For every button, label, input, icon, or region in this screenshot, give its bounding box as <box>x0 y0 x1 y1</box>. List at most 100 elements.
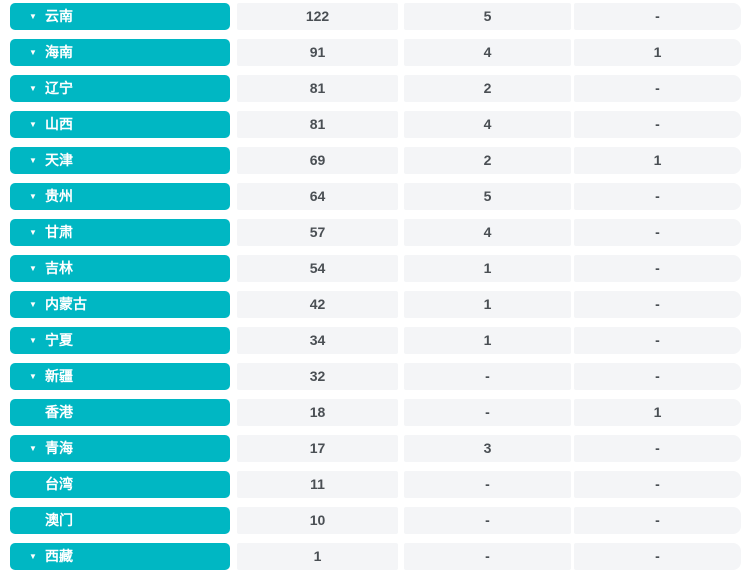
chevron-down-icon: ▼ <box>29 552 37 561</box>
table-row: ▼ 澳门 10 - - <box>0 507 750 534</box>
value-cell-2: - <box>404 543 571 570</box>
region-label: 吉林 <box>45 260 73 276</box>
value-cell-2: 1 <box>404 291 571 318</box>
region-button[interactable]: ▼ 宁夏 <box>10 327 230 354</box>
value-cell-3: 1 <box>574 147 741 174</box>
table-row: ▼ 香港 18 - 1 <box>0 399 750 426</box>
value-cell-1: 81 <box>237 75 398 102</box>
chevron-down-icon: ▼ <box>29 156 37 165</box>
value-cell-2: - <box>404 363 571 390</box>
table-row: ▼ 山西 81 4 - <box>0 111 750 138</box>
table-row: ▼ 海南 91 4 1 <box>0 39 750 66</box>
table-row: ▼ 青海 17 3 - <box>0 435 750 462</box>
region-button[interactable]: ▼ 新疆 <box>10 363 230 390</box>
region-label: 青海 <box>45 440 73 456</box>
region-label: 西藏 <box>45 548 73 564</box>
value-cell-2: 1 <box>404 327 571 354</box>
value-cell-2: - <box>404 507 571 534</box>
table-row: ▼ 贵州 64 5 - <box>0 183 750 210</box>
value-cell-1: 122 <box>237 3 398 30</box>
chevron-down-icon: ▼ <box>29 12 37 21</box>
value-cell-2: 4 <box>404 111 571 138</box>
value-cell-1: 34 <box>237 327 398 354</box>
value-cell-1: 10 <box>237 507 398 534</box>
value-cell-1: 17 <box>237 435 398 462</box>
value-cell-2: 3 <box>404 435 571 462</box>
value-cell-3: - <box>574 327 741 354</box>
region-button[interactable]: ▼ 甘肃 <box>10 219 230 246</box>
value-cell-1: 64 <box>237 183 398 210</box>
value-cell-3: 1 <box>574 399 741 426</box>
table-row: ▼ 西藏 1 - - <box>0 543 750 570</box>
value-cell-2: 2 <box>404 147 571 174</box>
value-cell-2: 4 <box>404 219 571 246</box>
value-cell-3: - <box>574 471 741 498</box>
value-cell-1: 32 <box>237 363 398 390</box>
region-label: 辽宁 <box>45 80 73 96</box>
value-cell-2: 4 <box>404 39 571 66</box>
region-button[interactable]: ▼ 内蒙古 <box>10 291 230 318</box>
chevron-down-icon: ▼ <box>29 84 37 93</box>
value-cell-3: - <box>574 219 741 246</box>
value-cell-2: 2 <box>404 75 571 102</box>
value-cell-2: 5 <box>404 3 571 30</box>
region-button[interactable]: ▼ 青海 <box>10 435 230 462</box>
value-cell-2: - <box>404 399 571 426</box>
region-button[interactable]: ▼ 西藏 <box>10 543 230 570</box>
value-cell-2: 1 <box>404 255 571 282</box>
table-row: ▼ 内蒙古 42 1 - <box>0 291 750 318</box>
region-label: 宁夏 <box>45 332 73 348</box>
region-label: 海南 <box>45 44 73 60</box>
region-label: 甘肃 <box>45 224 73 240</box>
chevron-down-icon: ▼ <box>29 336 37 345</box>
region-button[interactable]: ▼ 贵州 <box>10 183 230 210</box>
table-row: ▼ 天津 69 2 1 <box>0 147 750 174</box>
value-cell-3: - <box>574 75 741 102</box>
table-row: ▼ 宁夏 34 1 - <box>0 327 750 354</box>
region-label: 贵州 <box>45 188 73 204</box>
value-cell-3: - <box>574 435 741 462</box>
table-row: ▼ 甘肃 57 4 - <box>0 219 750 246</box>
chevron-down-icon: ▼ <box>29 264 37 273</box>
region-button[interactable]: ▼ 海南 <box>10 39 230 66</box>
table-row: ▼ 新疆 32 - - <box>0 363 750 390</box>
table-row: ▼ 云南 122 5 - <box>0 3 750 30</box>
value-cell-3: - <box>574 255 741 282</box>
region-label: 澳门 <box>45 512 73 528</box>
region-button[interactable]: ▼ 天津 <box>10 147 230 174</box>
region-button: ▼ 台湾 <box>10 471 230 498</box>
chevron-down-icon: ▼ <box>29 300 37 309</box>
value-cell-3: - <box>574 291 741 318</box>
chevron-down-icon: ▼ <box>29 192 37 201</box>
region-button[interactable]: ▼ 云南 <box>10 3 230 30</box>
value-cell-3: - <box>574 3 741 30</box>
region-label: 台湾 <box>45 476 73 492</box>
region-button[interactable]: ▼ 辽宁 <box>10 75 230 102</box>
value-cell-1: 54 <box>237 255 398 282</box>
value-cell-3: 1 <box>574 39 741 66</box>
value-cell-3: - <box>574 543 741 570</box>
region-label: 香港 <box>45 404 73 420</box>
region-label: 天津 <box>45 152 73 168</box>
value-cell-1: 1 <box>237 543 398 570</box>
value-cell-3: - <box>574 111 741 138</box>
chevron-down-icon: ▼ <box>29 372 37 381</box>
region-label: 新疆 <box>45 368 73 384</box>
region-button: ▼ 澳门 <box>10 507 230 534</box>
region-button: ▼ 香港 <box>10 399 230 426</box>
value-cell-1: 81 <box>237 111 398 138</box>
chevron-down-icon: ▼ <box>29 48 37 57</box>
value-cell-1: 42 <box>237 291 398 318</box>
value-cell-1: 69 <box>237 147 398 174</box>
value-cell-1: 91 <box>237 39 398 66</box>
value-cell-3: - <box>574 363 741 390</box>
region-label: 山西 <box>45 116 73 132</box>
region-button[interactable]: ▼ 山西 <box>10 111 230 138</box>
table-row: ▼ 吉林 54 1 - <box>0 255 750 282</box>
table-row: ▼ 辽宁 81 2 - <box>0 75 750 102</box>
region-label: 云南 <box>45 8 73 24</box>
table-row: ▼ 台湾 11 - - <box>0 471 750 498</box>
region-button[interactable]: ▼ 吉林 <box>10 255 230 282</box>
